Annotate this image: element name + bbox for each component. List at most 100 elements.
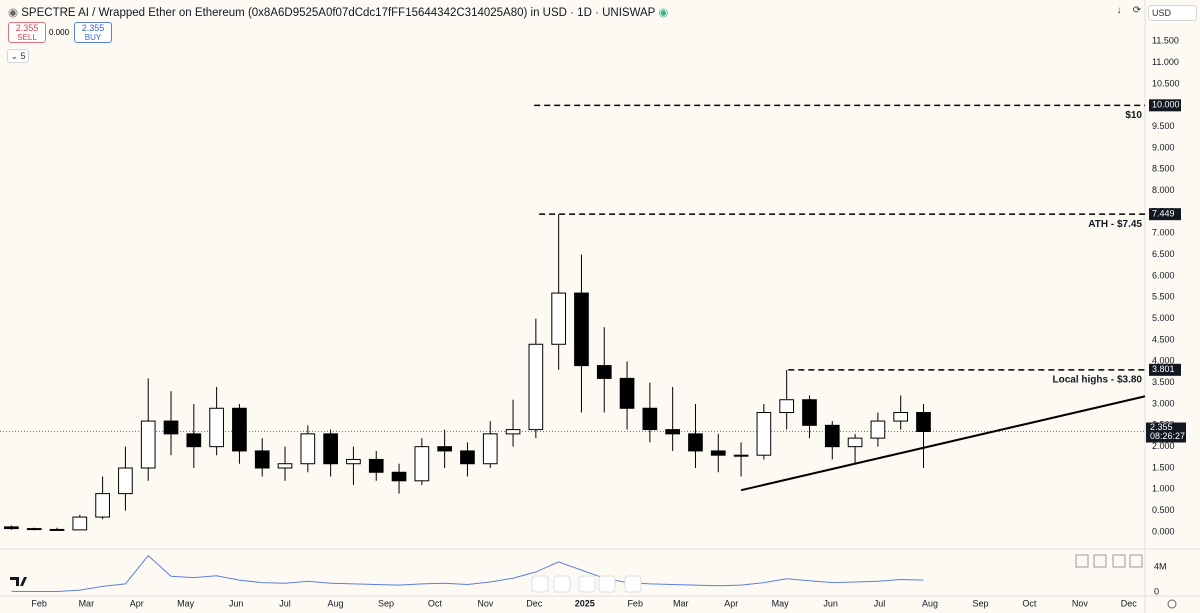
last-price-label: 2.355: [1150, 422, 1173, 432]
candle-body: [847, 437, 863, 448]
x-tick-label: 2025: [575, 598, 595, 608]
candle-body: [232, 407, 247, 452]
y-tick-label: 1.500: [1152, 462, 1175, 472]
candle-body: [26, 528, 42, 531]
volume-tick-label: 0: [1154, 586, 1159, 596]
y-tick-label: 11.000: [1152, 57, 1179, 67]
candle-body: [574, 292, 589, 367]
settings-button[interactable]: [1167, 599, 1177, 609]
candle-body: [916, 412, 931, 433]
indicators-toggle[interactable]: ⌄ 5: [7, 49, 29, 63]
buy-price: 2.355: [81, 23, 105, 33]
x-tick-label: Apr: [130, 598, 144, 608]
candle-body: [300, 433, 316, 465]
volume-line: [11, 554, 924, 592]
x-tick-label: Dec: [1121, 598, 1138, 608]
candle-body: [893, 412, 909, 422]
y-tick-label: 10.500: [1152, 78, 1180, 88]
x-tick-label: Sep: [378, 598, 394, 608]
volume-tick-label: 4M: [1154, 561, 1167, 571]
candle-body: [391, 471, 407, 482]
x-tick-label: Aug: [328, 598, 344, 608]
x-tick-label: Jun: [823, 598, 838, 608]
zoom-button[interactable]: [553, 575, 571, 593]
y-tick-label: 5.500: [1152, 292, 1175, 302]
sell-label: SELL: [17, 33, 37, 42]
candle-body: [642, 407, 658, 431]
last-price-tag: [1146, 422, 1186, 443]
x-tick-label: Jun: [229, 598, 244, 608]
candle-body: [346, 458, 361, 465]
y-tick-label: 6.500: [1152, 249, 1175, 259]
download-button[interactable]: ↓: [1116, 5, 1122, 16]
zoom-button[interactable]: [624, 575, 642, 593]
y-tick-label: 3.000: [1152, 398, 1175, 408]
x-tick-label: Dec: [526, 598, 543, 608]
y-tick-label: 8.500: [1152, 164, 1175, 174]
y-tick-label: 7.000: [1152, 228, 1175, 238]
level-tag-label: 3.801: [1152, 364, 1175, 374]
y-tick-label: 0.500: [1152, 505, 1175, 515]
x-tick-label: May: [772, 598, 790, 608]
x-tick-label: Mar: [79, 598, 95, 608]
candle-body: [779, 399, 795, 414]
tv-logo: [10, 577, 27, 586]
y-tick-label: 8.000: [1152, 185, 1175, 195]
indicator-count: 5: [20, 51, 26, 61]
y-tick-label: 4.500: [1152, 334, 1175, 344]
candle-body: [49, 528, 65, 531]
currency-select[interactable]: USD: [1148, 5, 1197, 21]
y-tick-label: 0.000: [1152, 526, 1175, 536]
y-tick-label: 9.500: [1152, 121, 1175, 131]
candle-body: [551, 292, 566, 345]
title-text: SPECTRE AI / Wrapped Ether on Ethereum (…: [21, 7, 656, 19]
x-tick-label: Jul: [874, 598, 886, 608]
sell-button[interactable]: 2.355 SELL: [8, 22, 46, 43]
level-tag-label: 7.449: [1152, 209, 1175, 219]
candle-body: [414, 446, 430, 482]
pane-button[interactable]: [1112, 554, 1126, 568]
buy-label: BUY: [84, 33, 102, 42]
x-tick-label: Apr: [724, 598, 738, 608]
pane-button[interactable]: [1129, 554, 1143, 568]
x-tick-label: Feb: [627, 598, 643, 608]
symbol-title: ◉ SPECTRE AI / Wrapped Ether on Ethereum…: [8, 7, 669, 19]
refresh-button[interactable]: ⟳: [1132, 5, 1142, 16]
candle-body: [140, 420, 156, 469]
level-tag: [1149, 99, 1181, 112]
y-tick-label: 11.500: [1152, 36, 1179, 46]
candle-body: [163, 420, 179, 435]
x-tick-label: Sep: [972, 598, 988, 608]
countdown-label: 08:26:27: [1150, 431, 1185, 441]
candle-body: [323, 433, 338, 465]
candle-body: [368, 458, 384, 473]
candle-body: [870, 420, 886, 439]
x-tick-label: Oct: [428, 598, 443, 608]
pane-button[interactable]: [1093, 554, 1107, 568]
candle-body: [596, 365, 612, 379]
candle-body: [95, 493, 110, 518]
spread: 0.000: [49, 28, 70, 37]
pane-button[interactable]: [1075, 554, 1089, 568]
candle-body: [824, 424, 840, 448]
candle-body: [186, 433, 202, 448]
y-tick-label: 4.000: [1152, 356, 1175, 366]
level-text: $10: [1125, 110, 1142, 121]
sell-price: 2.355: [15, 23, 39, 33]
zoom-button[interactable]: [578, 575, 596, 593]
buy-button[interactable]: 2.355 BUY: [74, 22, 112, 43]
zoom-button[interactable]: [531, 575, 549, 593]
candle-body: [733, 454, 749, 457]
zoom-button[interactable]: [598, 575, 616, 593]
x-tick-label: Jul: [279, 598, 291, 608]
x-tick-label: Nov: [1072, 598, 1089, 608]
candle-body: [4, 526, 19, 530]
x-tick-label: Oct: [1022, 598, 1037, 608]
level-text: Local highs - $3.80: [1053, 374, 1143, 385]
y-tick-label: 9.000: [1152, 142, 1175, 152]
candle-body: [460, 450, 475, 465]
candle-body: [505, 429, 521, 435]
y-tick-label: 1.000: [1152, 484, 1175, 494]
candle-body: [277, 463, 293, 469]
